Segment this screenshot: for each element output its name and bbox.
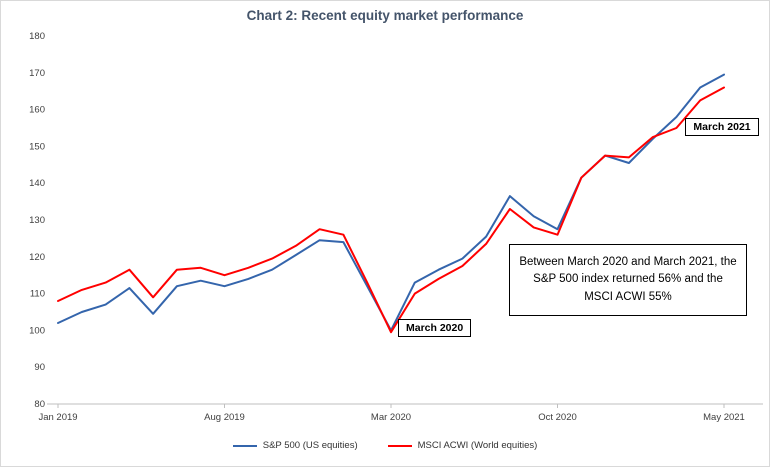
svg-text:180: 180	[29, 31, 45, 42]
svg-text:Aug 2019: Aug 2019	[204, 412, 245, 423]
annotation-march-2020: March 2020	[398, 319, 472, 338]
svg-text:130: 130	[29, 215, 45, 226]
legend-label-sp500: S&P 500 (US equities)	[262, 440, 358, 451]
svg-text:90: 90	[34, 362, 45, 373]
svg-text:150: 150	[29, 141, 45, 152]
svg-text:110: 110	[30, 289, 45, 300]
sp500-line-swatch	[232, 444, 257, 447]
svg-text:120: 120	[29, 252, 45, 263]
svg-text:140: 140	[29, 178, 45, 189]
svg-text:Jan 2019: Jan 2019	[38, 412, 77, 423]
legend-item-sp500: S&P 500 (US equities)	[232, 440, 358, 451]
svg-text:May 2021: May 2021	[703, 412, 745, 423]
svg-text:170: 170	[29, 68, 45, 79]
returns-note-box: Between March 2020 and March 2021, the S…	[509, 244, 747, 316]
svg-text:160: 160	[29, 105, 45, 116]
legend-label-msci-acwi: MSCI ACWI (World equities)	[417, 440, 538, 451]
annotation-march-2021: March 2021	[685, 118, 759, 136]
svg-text:80: 80	[34, 399, 45, 410]
chart-title: Chart 2: Recent equity market performanc…	[246, 8, 524, 23]
legend: S&P 500 (US equities) MSCI ACWI (World e…	[1, 440, 769, 451]
legend-item-msci-acwi: MSCI ACWI (World equities)	[387, 440, 538, 451]
line-plot: 80 90 100 110 120 130 140 150 160 170 180 Jan 2019 A…	[29, 31, 763, 423]
msci-acwi-line-swatch	[387, 444, 412, 447]
svg-text:Oct 2020: Oct 2020	[538, 412, 577, 423]
svg-text:Mar 2020: Mar 2020	[371, 412, 411, 423]
svg-text:100: 100	[29, 325, 45, 336]
